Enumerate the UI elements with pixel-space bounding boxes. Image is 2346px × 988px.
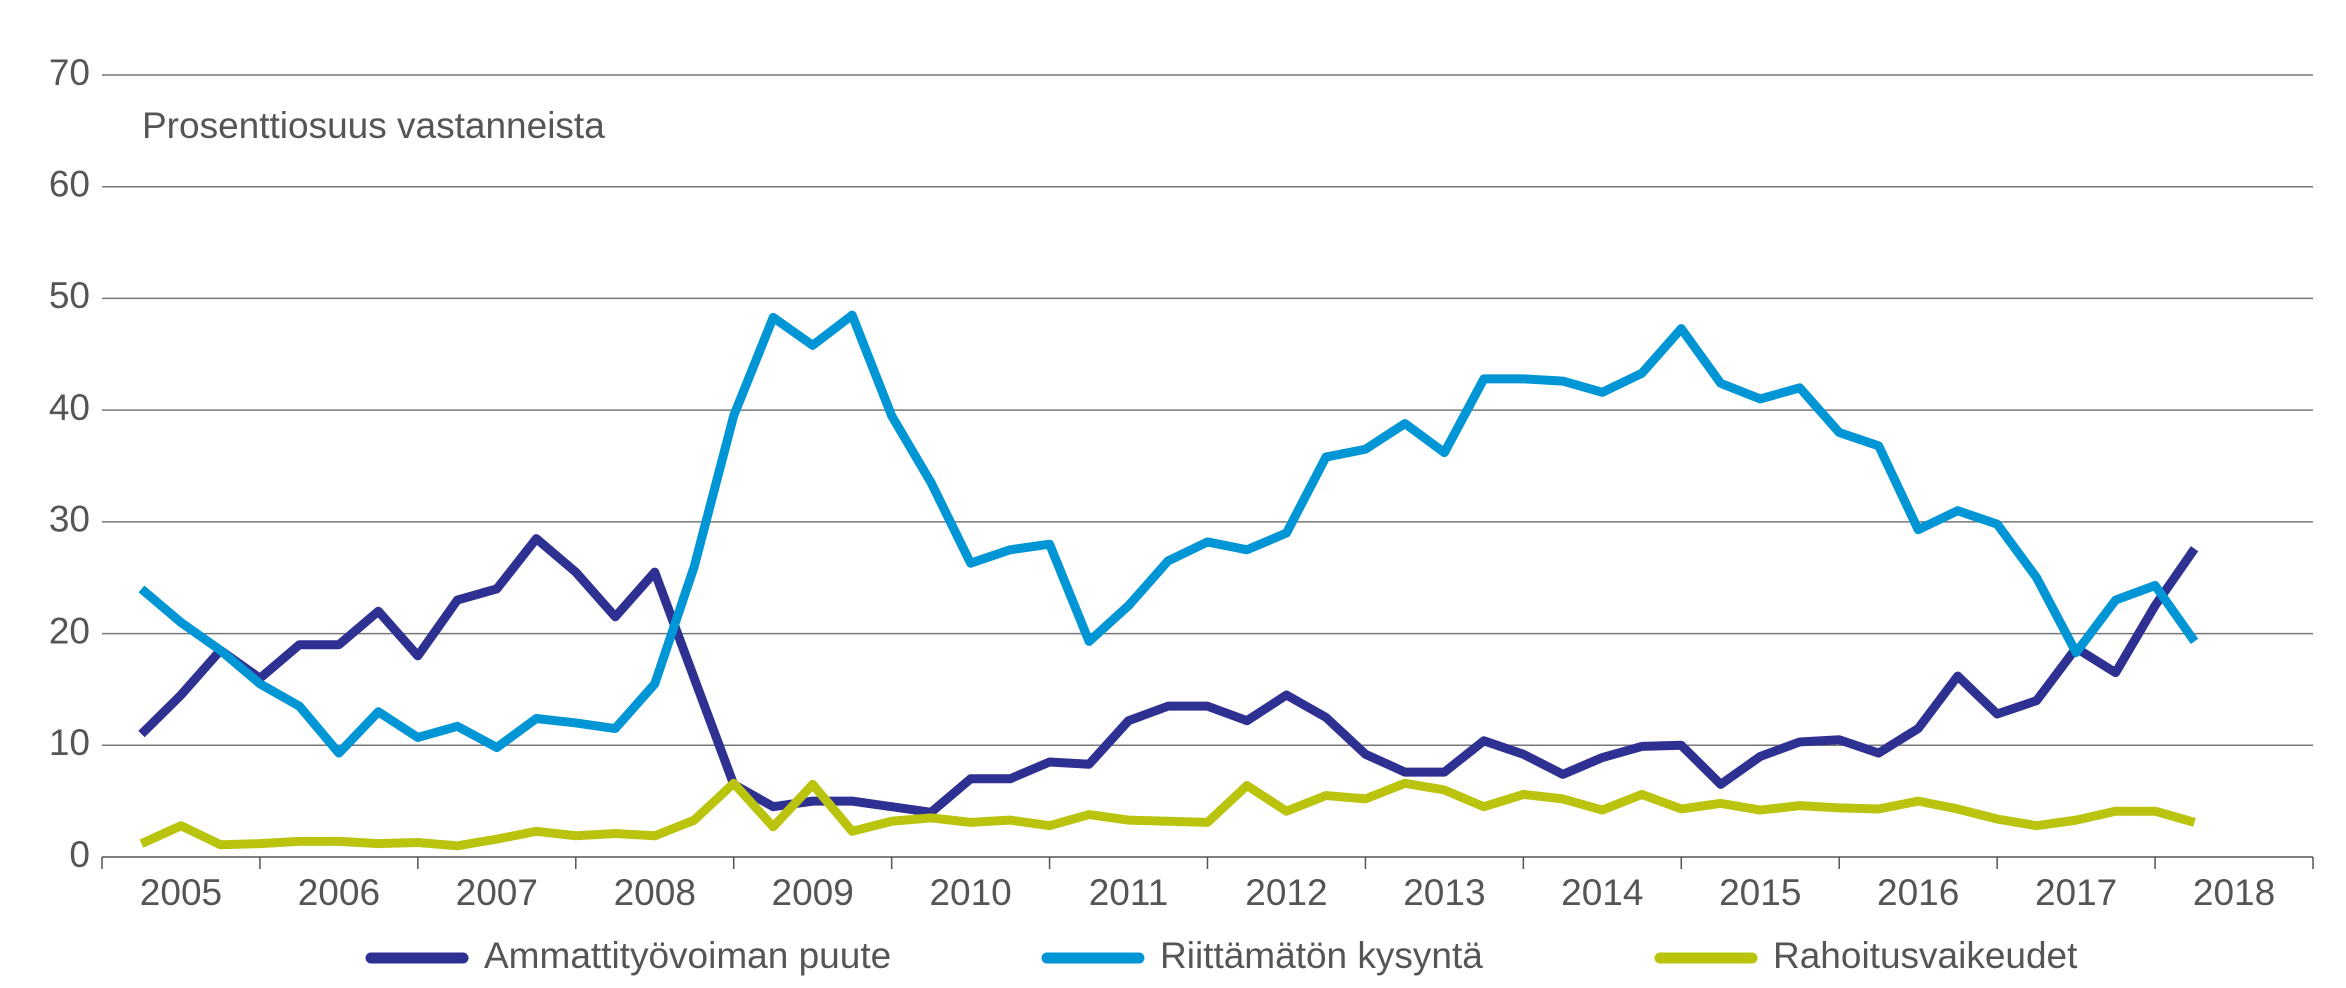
- x-tick-label: 2016: [1877, 872, 1959, 913]
- legend-label: Ammattityövoiman puute: [484, 935, 891, 976]
- x-tick-label: 2012: [1245, 872, 1327, 913]
- x-tick-label: 2006: [298, 872, 380, 913]
- y-tick-label: 30: [49, 499, 90, 540]
- x-tick-label: 2015: [1719, 872, 1801, 913]
- x-tick-label: 2018: [2193, 872, 2275, 913]
- x-tick-label: 2009: [772, 872, 854, 913]
- x-tick-label: 2010: [929, 872, 1011, 913]
- x-tick-label: 2008: [614, 872, 696, 913]
- annotation: Prosenttiosuus vastanneista: [142, 105, 605, 146]
- x-tick-label: 2014: [1561, 872, 1643, 913]
- legend-label: Rahoitusvaikeudet: [1773, 935, 2078, 976]
- legend-label: Riittämätön kysyntä: [1160, 935, 1483, 976]
- y-tick-label: 60: [49, 163, 90, 204]
- x-tick-label: 2005: [140, 872, 222, 913]
- series-line: [138, 310, 2199, 758]
- x-tick-label: 2013: [1403, 872, 1485, 913]
- y-tick-label: 10: [49, 722, 90, 763]
- y-tick-label: 20: [49, 610, 90, 651]
- x-tick-label: 2017: [2035, 872, 2117, 913]
- y-tick-label: 50: [49, 275, 90, 316]
- y-tick-label: 40: [49, 387, 90, 428]
- x-tick-label: 2007: [456, 872, 538, 913]
- y-tick-label: 0: [69, 834, 90, 875]
- series-line: [139, 778, 2196, 851]
- series-line: [138, 534, 2199, 817]
- x-tick-label: 2011: [1089, 872, 1169, 913]
- y-tick-label: 70: [49, 52, 90, 93]
